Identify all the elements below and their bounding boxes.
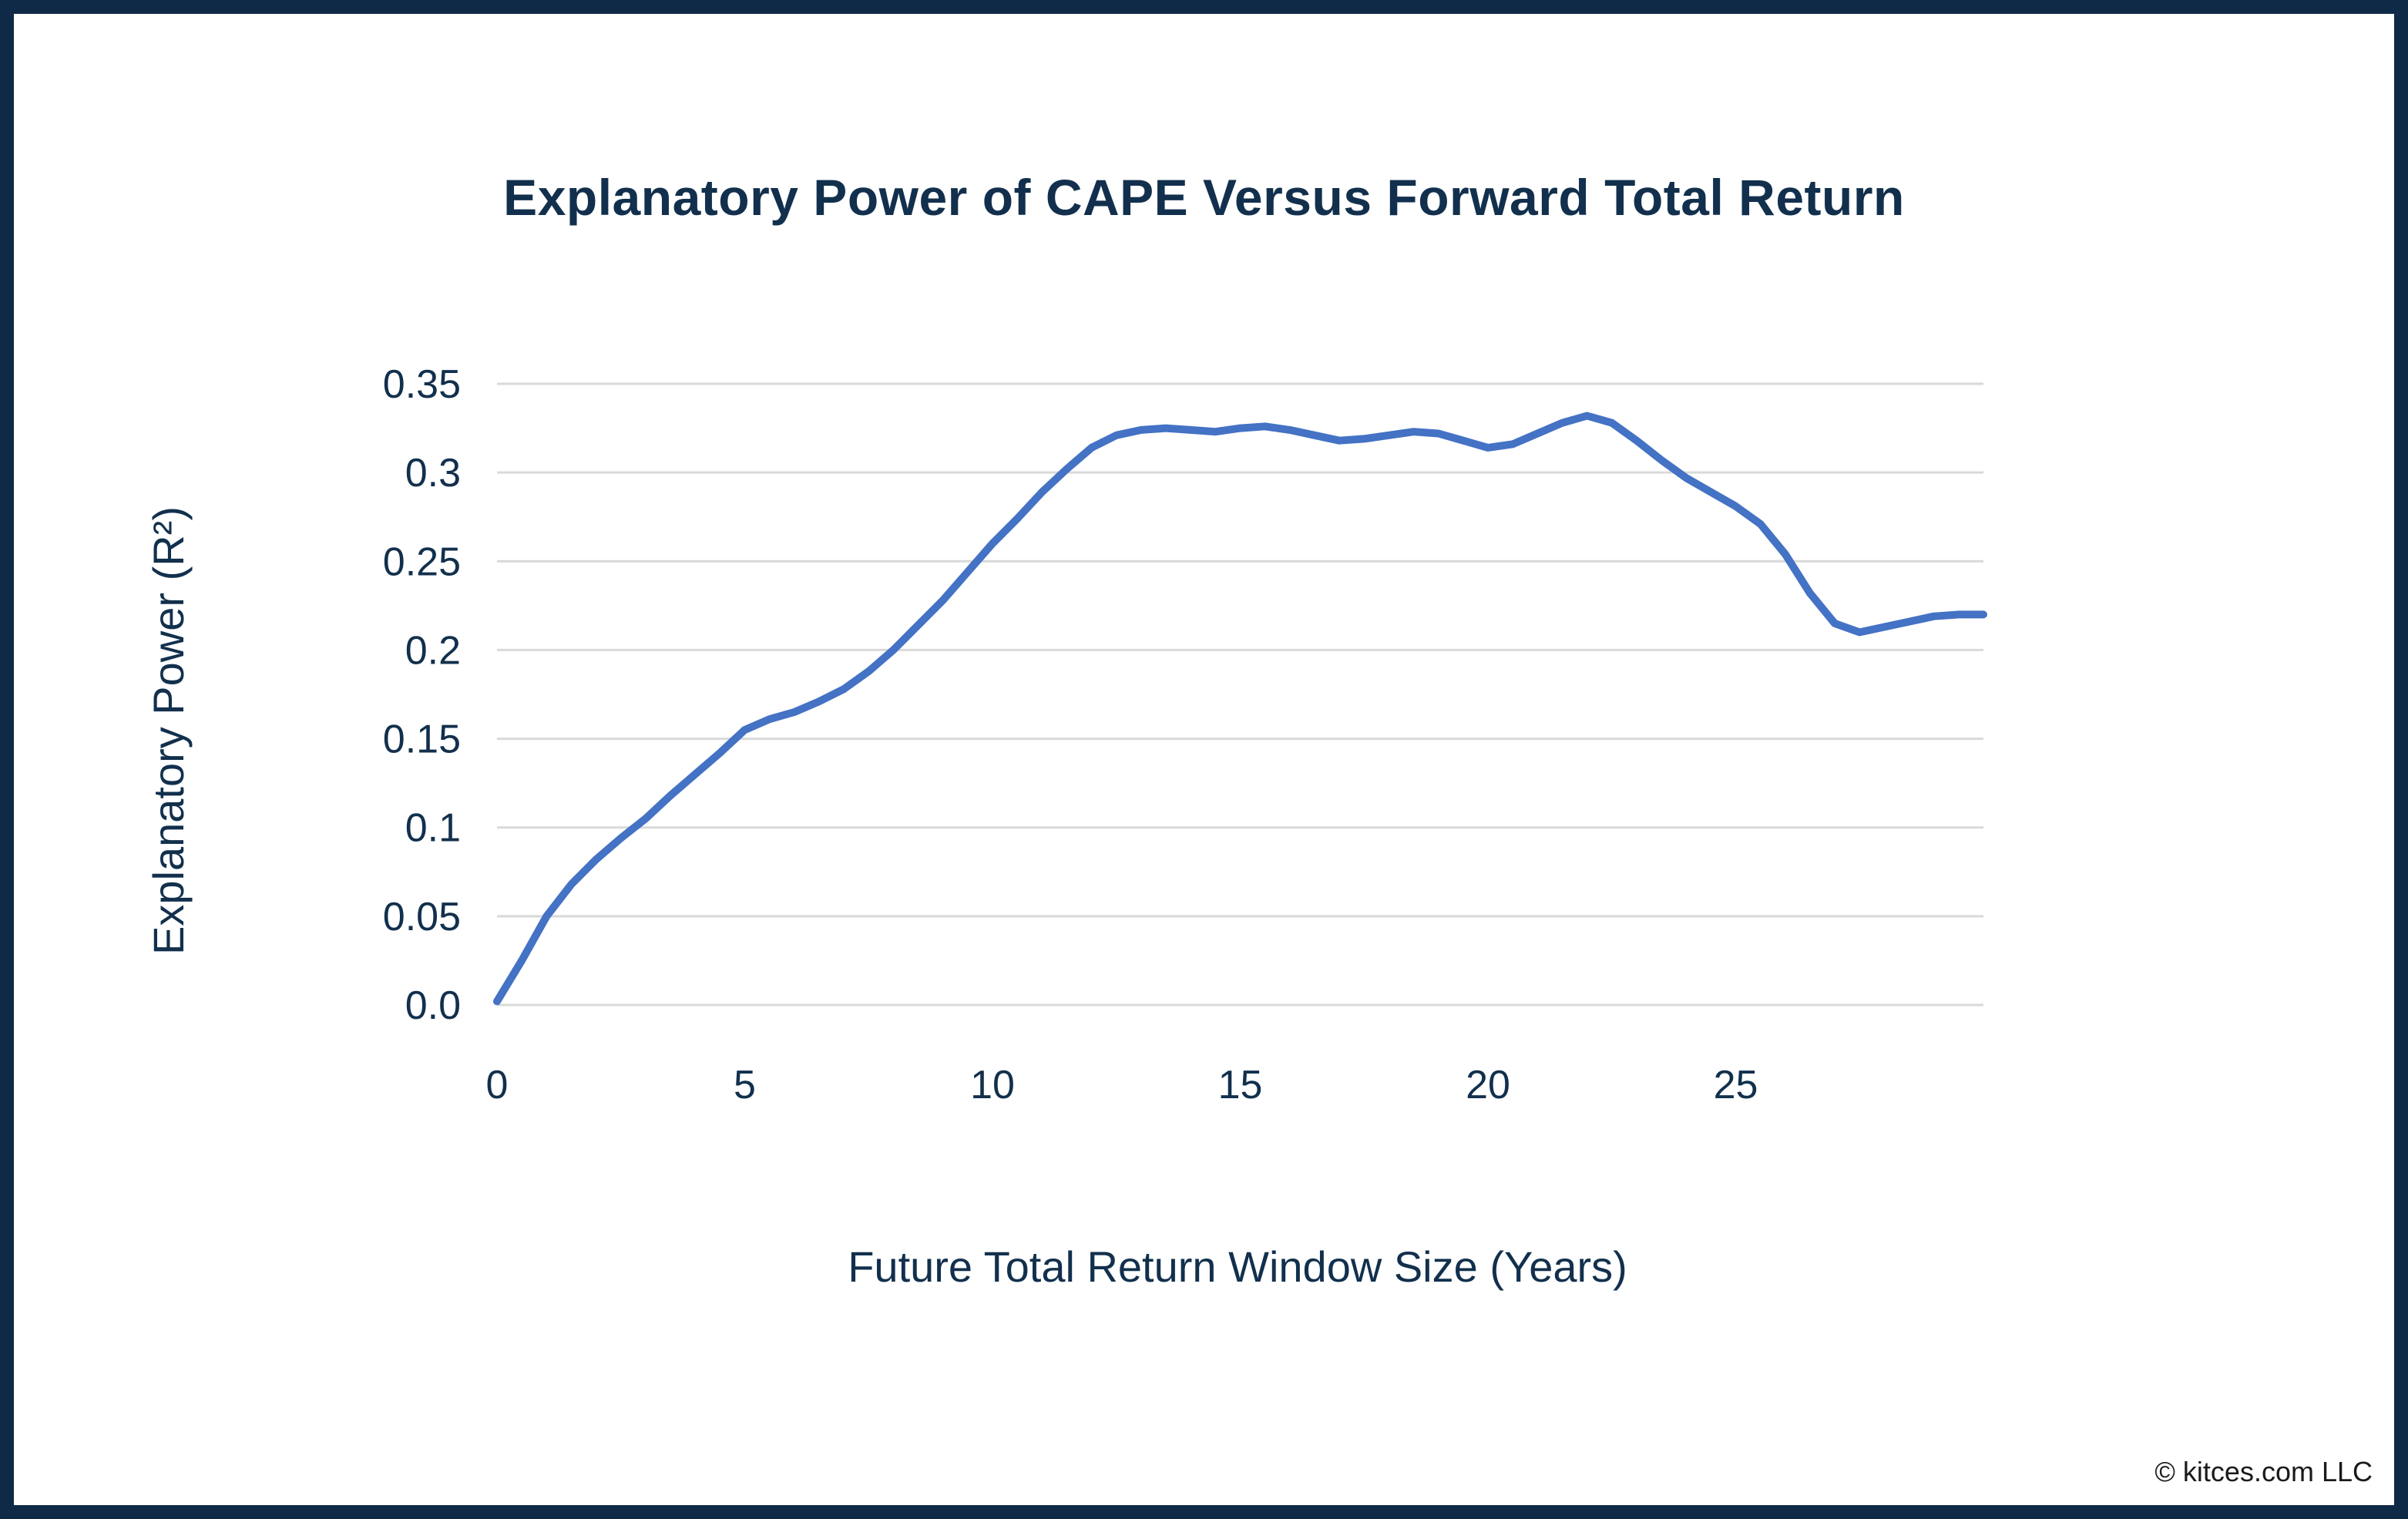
x-tick-label: 25 (1714, 1063, 1758, 1107)
y-tick-label: 0.25 (383, 539, 461, 584)
series-layer (493, 412, 1987, 1006)
series-line (493, 412, 1987, 1006)
chart-title: Explanatory Power of CAPE Versus Forward… (503, 169, 1905, 226)
y-axis-title: Explanatory Power (R²) (144, 506, 193, 955)
y-tick-label: 0.0 (405, 983, 461, 1028)
y-axis-ticks: 0.0 0.05 0.1 0.15 0.2 0.25 0.3 0.35 (383, 362, 461, 1028)
x-tick-label: 10 (970, 1063, 1015, 1107)
y-tick-label: 0.2 (405, 628, 461, 673)
y-tick-label: 0.1 (405, 806, 461, 851)
y-tick-label: 0.3 (405, 451, 461, 496)
y-tick-label: 0.05 (383, 895, 461, 939)
x-tick-label: 15 (1218, 1063, 1263, 1107)
x-tick-label: 0 (486, 1063, 509, 1107)
x-tick-label: 5 (734, 1063, 756, 1107)
gridlines (497, 382, 1983, 1007)
x-axis-title: Future Total Return Window Size (Years) (848, 1242, 1627, 1291)
x-axis-ticks: 0 5 10 15 20 25 (486, 1063, 1758, 1107)
y-tick-label: 0.35 (383, 362, 461, 407)
copyright-credit: © kitces.com LLC (2154, 1456, 2373, 1487)
y-tick-label: 0.15 (383, 717, 461, 762)
x-tick-label: 20 (1466, 1063, 1510, 1107)
